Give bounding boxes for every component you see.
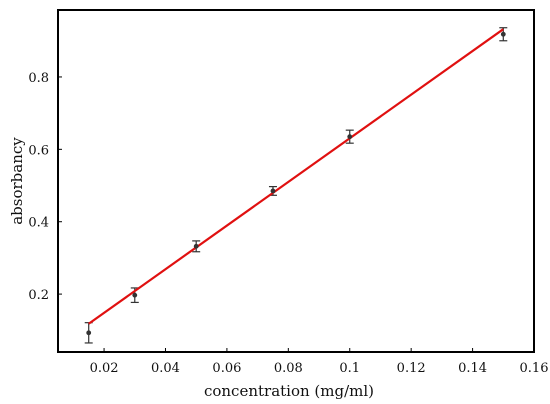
y-axis-ticks: 0.2 0.4 0.6 0.8: [28, 71, 62, 303]
y-tick-label: 0.8: [28, 71, 49, 86]
data-point: [193, 243, 199, 249]
data-point: [500, 31, 506, 37]
data-points: [86, 31, 506, 336]
x-tick-label: 0.12: [397, 361, 426, 376]
y-tick-label: 0.6: [28, 143, 49, 158]
data-point: [132, 292, 138, 298]
y-tick-label: 0.4: [28, 216, 49, 231]
y-axis-label: absorbancy: [8, 137, 26, 225]
x-tick-label: 0.02: [90, 361, 119, 376]
x-tick-label: 0.04: [151, 361, 180, 376]
x-axis-label: concentration (mg/ml): [204, 382, 374, 400]
x-tick-label: 0.08: [274, 361, 303, 376]
x-axis-ticks: 0.02 0.04 0.06 0.08 0.1 0.12 0.14 0.16: [90, 348, 549, 376]
data-point: [347, 134, 353, 140]
x-tick-label: 0.06: [212, 361, 241, 376]
data-point: [270, 188, 276, 194]
data-point: [86, 330, 92, 336]
error-bars: [84, 27, 508, 344]
x-tick-label: 0.1: [339, 361, 360, 376]
fit-line: [88, 28, 504, 325]
y-tick-label: 0.2: [28, 288, 49, 303]
x-tick-label: 0.14: [458, 361, 487, 376]
x-tick-label: 0.16: [520, 361, 549, 376]
plot-frame: [57, 9, 535, 353]
